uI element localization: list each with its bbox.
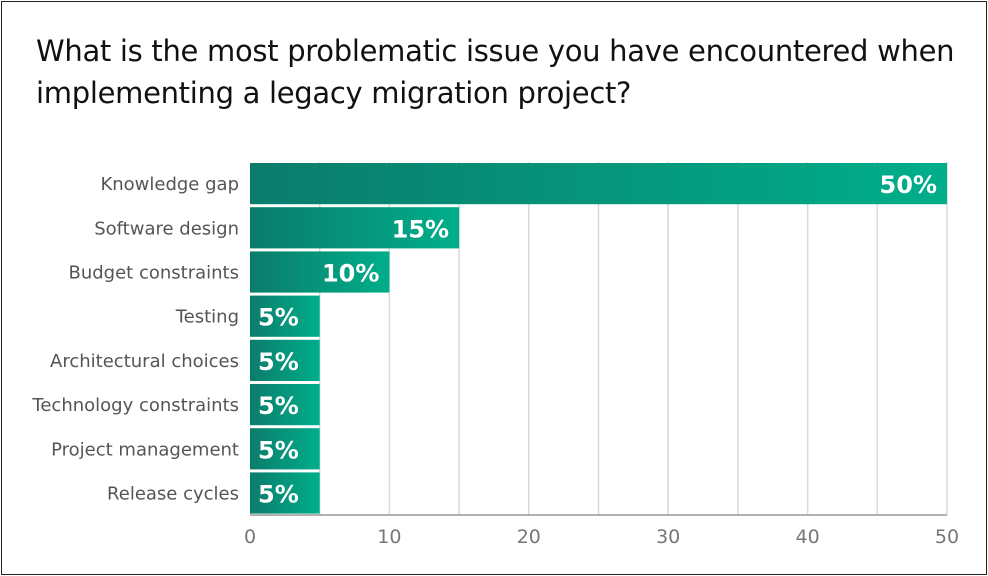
x-tick-label: 30	[656, 526, 680, 548]
chart-title: What is the most problematic issue you h…	[36, 34, 955, 110]
bar	[250, 207, 460, 249]
data-label: 5%	[258, 304, 299, 332]
x-tick-label: 40	[796, 526, 820, 548]
data-label: 5%	[258, 392, 299, 420]
category-label: Architectural choices	[50, 351, 239, 372]
data-label: 10%	[322, 260, 379, 288]
bar	[250, 339, 320, 381]
bar	[250, 428, 320, 470]
bar	[250, 251, 390, 293]
bar	[250, 384, 320, 426]
category-label: Release cycles	[107, 484, 239, 505]
data-label: 50%	[880, 171, 937, 199]
x-tick-label: 50	[935, 526, 959, 548]
data-label: 15%	[392, 215, 449, 243]
data-label: 5%	[258, 481, 299, 509]
x-tick-label: 10	[377, 526, 401, 548]
data-label: 5%	[258, 348, 299, 376]
category-label: Software design	[94, 218, 239, 239]
category-label: Budget constraints	[69, 263, 240, 284]
category-label: Technology constraints	[31, 395, 239, 416]
x-tick-label: 20	[517, 526, 541, 548]
category-label: Knowledge gap	[100, 174, 239, 195]
x-tick-label: 0	[244, 526, 256, 548]
bar	[250, 163, 947, 205]
category-label: Testing	[175, 307, 239, 328]
data-label: 5%	[258, 436, 299, 464]
category-label: Project management	[51, 439, 239, 460]
bar	[250, 472, 320, 514]
bar	[250, 295, 320, 337]
